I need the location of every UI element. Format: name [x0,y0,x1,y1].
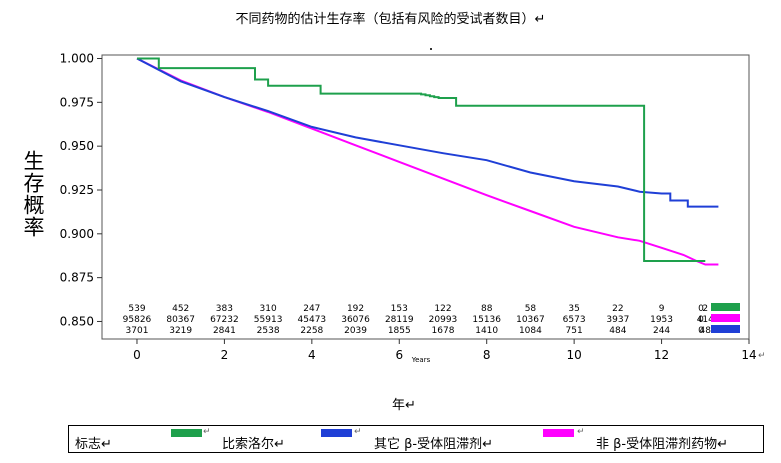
risk-count: 244 [653,326,670,336]
risk-row-swatch [711,303,740,311]
risk-count: 122 [434,304,451,314]
risk-count: 95826 [123,315,152,325]
risk-count: 22 [612,304,623,314]
risk-count: 2 [702,304,708,314]
y-tick-label: 0.875 [60,271,94,285]
risk-count: 80367 [166,315,195,325]
risk-count: 67232 [210,315,239,325]
x-tick-label: 12 [654,348,669,362]
risk-count: 2538 [257,326,280,336]
risk-count: 36076 [341,315,370,325]
series-line [136,57,719,208]
risk-count: 2039 [344,326,367,336]
risk-row-swatch [711,325,740,333]
chart-title: 不同药物的估计生存率（包括有风险的受试者数目）↵ [235,12,546,27]
legend: 标志↵ ↵ 比索洛尔↵ ↵ 其它 β-受体阻滞剂↵ ↵ 非 β-受体阻滞剂药物↵ [68,425,764,453]
risk-count: 1678 [432,326,455,336]
legend-swatch-bisoprolol [171,429,202,437]
y-tick-label: 0.950 [60,139,94,153]
series-line [136,57,719,266]
risk-count: 153 [391,304,408,314]
legend-label-other-beta-blockers: 其它 β-受体阻滞剂↵ [374,437,494,452]
risk-count: 88 [481,304,493,314]
legend-title: 标志↵ [75,437,112,452]
risk-count: 247 [303,304,320,314]
risk-table: 539 452 383 310 247 192 153 122 88 58 35 22 9 2095826… [123,303,740,336]
y-tick-label: 0.850 [60,314,94,328]
risk-count: 9 [659,304,665,314]
legend-label-bisoprolol: 比索洛尔↵ [222,437,285,452]
risk-count: 383 [216,304,233,314]
risk-count: 55913 [254,315,283,325]
y-tick-label: 0.900 [60,227,94,241]
risk-count: 484 [609,326,626,336]
risk-count: 15136 [472,315,501,325]
paragraph-mark: ↵ [354,427,362,437]
risk-row-swatch [711,314,740,322]
x-tick-label: 2 [221,348,229,362]
risk-count: 58 [525,304,537,314]
x-tick-label: 4 [308,348,316,362]
risk-count-end: 0 [698,315,704,325]
x-tick-label: 10 [566,348,581,362]
y-axis-label: 生存概率 [21,150,45,238]
x-tick-label: 8 [483,348,491,362]
risk-count: 45473 [298,315,327,325]
risk-count: 310 [260,304,277,314]
risk-count: 10367 [516,315,545,325]
risk-count: 35 [568,304,579,314]
risk-count: 192 [347,304,364,314]
x-tick-label: 14 [741,348,756,362]
y-tick-label: 1.000 [60,52,94,66]
risk-count: 1084 [519,326,542,336]
inner-x-label: Years [411,356,431,364]
risk-count: 1410 [475,326,498,336]
risk-count: 539 [128,304,145,314]
series-line [137,57,706,262]
risk-count: 6573 [563,315,586,325]
risk-count-end: 0 [698,326,704,336]
x-tick-label: 0 [133,348,141,362]
dot-mark [430,48,432,50]
x-tick-label: 6 [395,348,403,362]
risk-count: 452 [172,304,189,314]
series-lines [136,57,719,266]
x-axis-label: 年↵ [392,398,416,413]
legend-swatch-other-beta-blockers [321,429,352,437]
legend-swatch-non-beta-blockers [543,429,574,437]
risk-count: 2841 [213,326,236,336]
y-tick-label: 0.975 [60,95,94,109]
legend-label-non-beta-blockers: 非 β-受体阻滞剂药物↵ [596,437,729,452]
risk-count: 20993 [429,315,458,325]
risk-count: 1855 [388,326,411,336]
risk-count: 3937 [606,315,629,325]
plot-frame [101,54,750,340]
risk-count: 3219 [169,326,192,336]
risk-count: 414 [697,315,714,325]
paragraph-mark: ↵ [758,351,766,361]
paragraph-mark: ↵ [203,427,211,437]
risk-count: 48 [700,326,712,336]
paragraph-mark: ↵ [577,427,585,437]
risk-count: 3701 [126,326,149,336]
risk-count: 2258 [300,326,323,336]
y-tick-label: 0.925 [60,183,94,197]
risk-count-end: 0 [698,304,704,314]
risk-count: 1953 [650,315,673,325]
risk-count: 751 [566,326,583,336]
risk-count: 28119 [385,315,414,325]
